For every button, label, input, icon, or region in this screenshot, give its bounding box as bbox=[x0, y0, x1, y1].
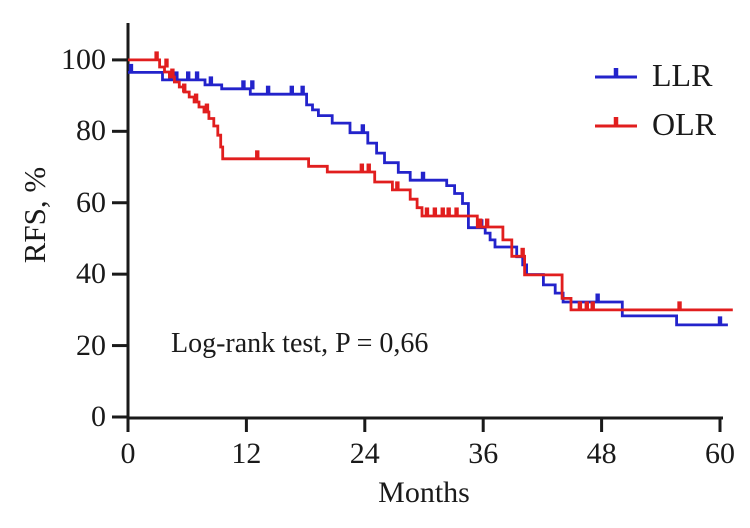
axis-spines bbox=[126, 23, 723, 420]
legend-label-llr: LLR bbox=[652, 57, 713, 93]
y-tick-label: 40 bbox=[76, 257, 106, 291]
legend-item-llr: LLR bbox=[594, 55, 716, 95]
legend: LLR OLR bbox=[594, 55, 716, 144]
y-tick-label: 0 bbox=[91, 400, 106, 433]
x-tick-label: 48 bbox=[586, 437, 617, 470]
x-tick-label: 12 bbox=[231, 437, 262, 470]
legend-marker-llr-icon bbox=[595, 68, 637, 79]
y-tick-label: 80 bbox=[76, 114, 106, 148]
legend-marker-olr-icon bbox=[595, 117, 637, 128]
x-tick-label: 60 bbox=[705, 437, 735, 470]
legend-label-olr: OLR bbox=[652, 106, 716, 142]
log-rank-annotation: Log-rank test, P = 0,66 bbox=[171, 328, 429, 359]
legend-item-olr: OLR bbox=[594, 104, 716, 144]
y-tick-label: 60 bbox=[76, 185, 106, 219]
x-tick-label: 0 bbox=[120, 437, 136, 470]
y-tick-label: 100 bbox=[61, 42, 106, 76]
x-tick-label: 24 bbox=[349, 437, 380, 470]
y-tick-label: 20 bbox=[76, 328, 106, 362]
survival-curve-olr bbox=[128, 58, 733, 312]
x-axis-title: Months bbox=[378, 476, 470, 509]
x-tick-label: 36 bbox=[468, 437, 499, 470]
